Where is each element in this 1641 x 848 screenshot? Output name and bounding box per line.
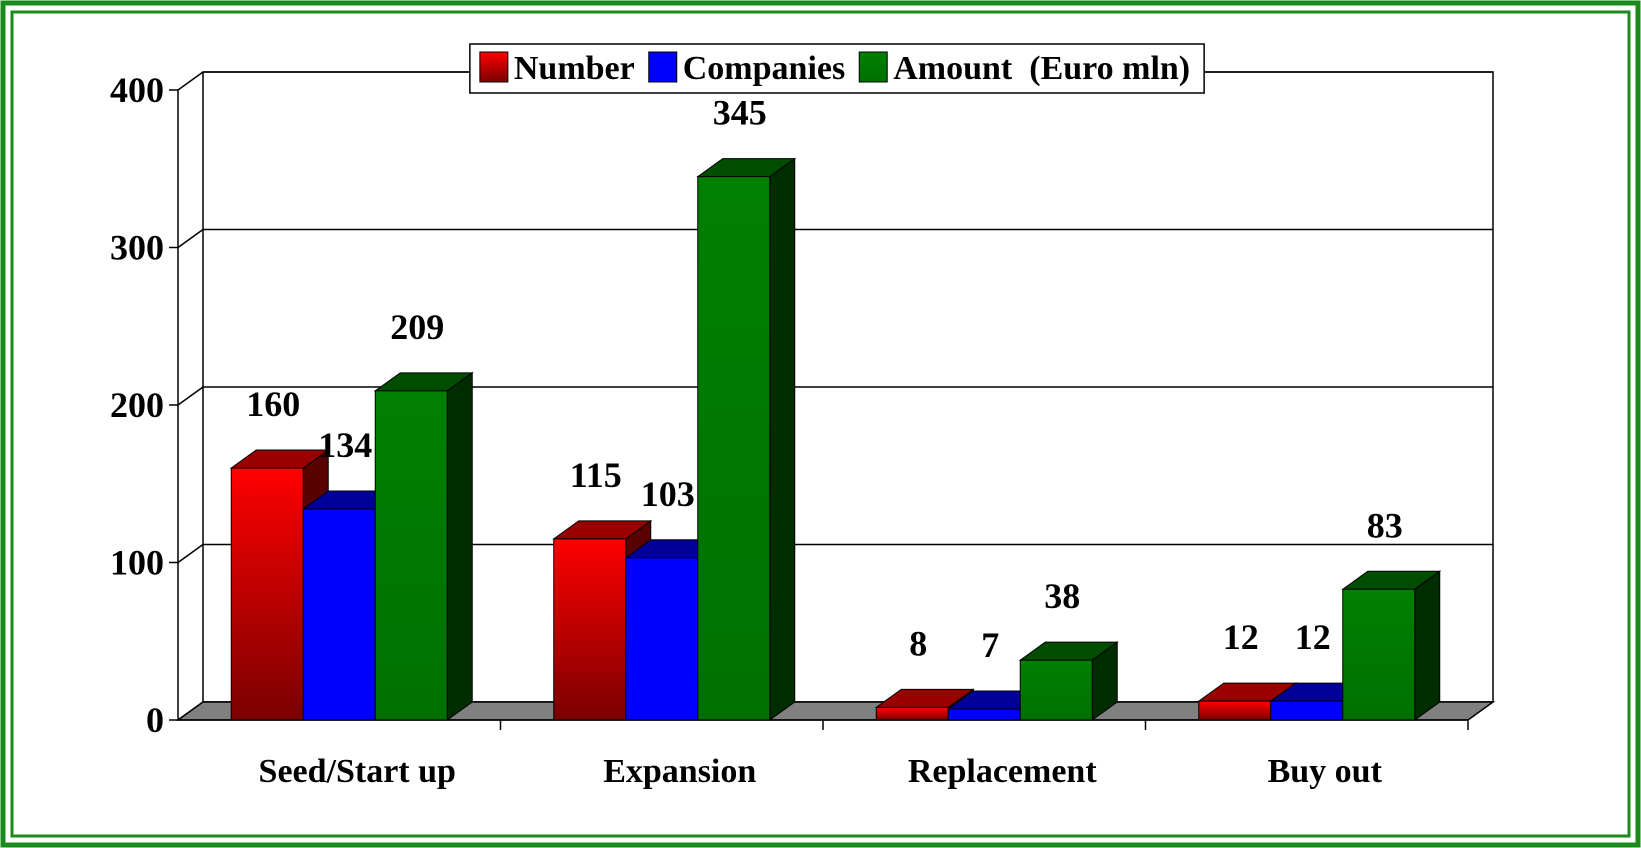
bar-side [769, 157, 796, 721]
y-tick-label: 100 [110, 543, 164, 583]
bar-front [1019, 659, 1093, 721]
y-tick-label: 0 [146, 700, 164, 740]
grid-side [177, 71, 204, 91]
legend-swatch [648, 51, 678, 83]
bar-front [875, 706, 949, 721]
y-tick-label: 400 [110, 70, 164, 110]
bar-side [446, 371, 473, 721]
value-label: 134 [318, 425, 372, 465]
legend-swatch [479, 51, 509, 83]
bar [1341, 570, 1442, 721]
bar-front [1270, 700, 1344, 721]
bar-front [697, 176, 771, 721]
value-label: 12 [1295, 617, 1331, 657]
grid-side [177, 543, 204, 564]
bar-front [625, 557, 699, 721]
legend: Number Companies Amount (Euro mln) [469, 43, 1205, 94]
bar [696, 157, 797, 721]
legend-swatch [858, 51, 888, 83]
value-label: 345 [713, 93, 767, 133]
bar-front [947, 708, 1021, 721]
value-label: 7 [981, 625, 999, 665]
bar-front [374, 390, 448, 721]
legend-label: Number [514, 50, 635, 87]
grid-side [177, 386, 204, 406]
grid-side [177, 228, 204, 249]
bar [373, 371, 474, 721]
value-label: 8 [909, 623, 927, 663]
plot: 0 100 200 300 400 Seed/Start up 160 134 209 Expan… [110, 43, 1496, 790]
y-tick-label: 300 [110, 228, 164, 268]
bar-front [1342, 588, 1416, 721]
bar-front [302, 508, 376, 721]
x-tick-label: Expansion [603, 753, 756, 790]
bar [1018, 641, 1119, 721]
value-label: 209 [390, 307, 444, 347]
value-label: 83 [1367, 505, 1403, 545]
value-label: 12 [1223, 617, 1259, 657]
inner-border [10, 10, 1631, 838]
bar-front [553, 538, 627, 721]
legend-label: Amount (Euro mln) [893, 50, 1190, 87]
bar-front [230, 467, 304, 721]
value-label: 38 [1044, 576, 1080, 616]
x-tick-label: Replacement [908, 753, 1098, 790]
value-label: 103 [641, 474, 695, 514]
value-label: 160 [246, 384, 300, 424]
x-tick-label: Buy out [1268, 753, 1383, 790]
value-label: 115 [570, 455, 622, 495]
bar-side [1414, 570, 1441, 721]
bar-front [1198, 700, 1272, 721]
y-tick-label: 200 [110, 385, 164, 425]
x-tick-label: Seed/Start up [259, 753, 456, 790]
legend-label: Companies [683, 50, 845, 87]
legend-box [469, 43, 1205, 94]
